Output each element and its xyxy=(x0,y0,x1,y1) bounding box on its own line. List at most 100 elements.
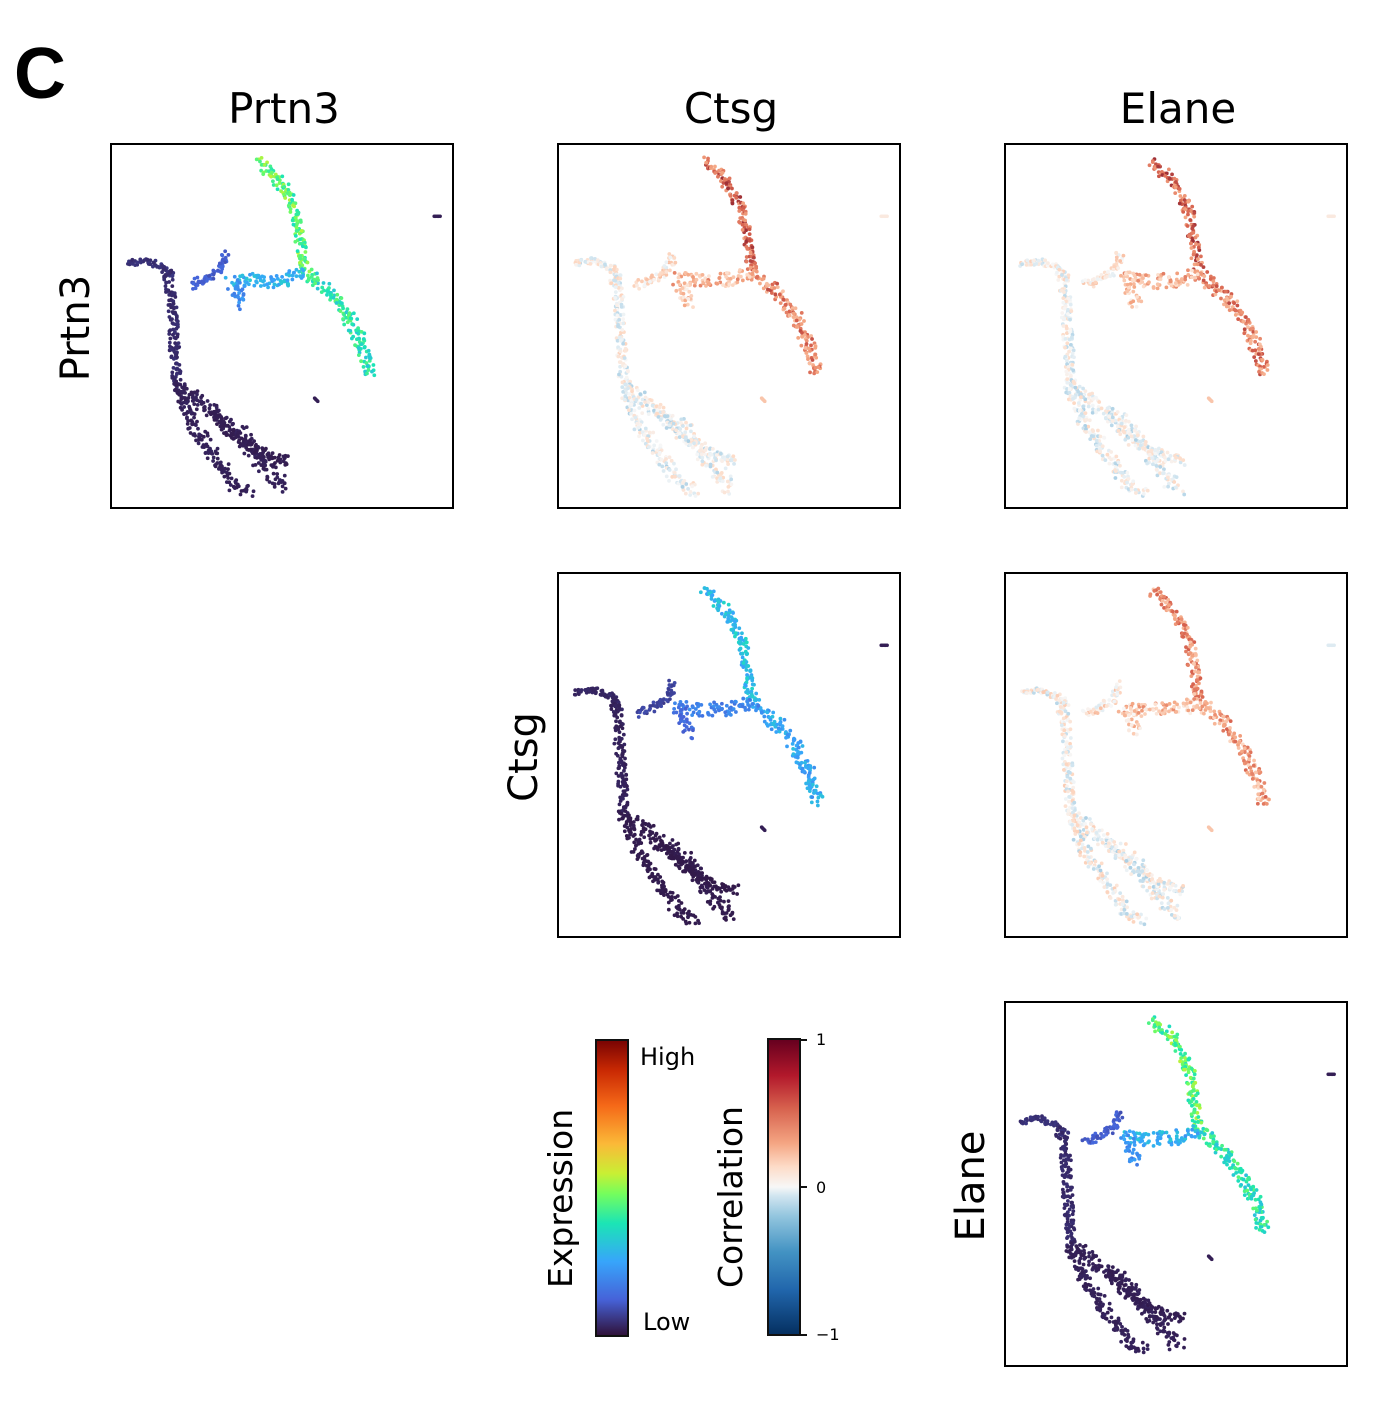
scatter-point xyxy=(1150,456,1154,460)
scatter-point xyxy=(241,443,246,448)
scatter-point xyxy=(684,921,689,926)
scatter-point xyxy=(348,328,353,333)
scatter-point xyxy=(815,803,820,808)
scatter-point xyxy=(622,742,627,747)
scatter-point xyxy=(256,469,261,474)
scatter-point xyxy=(1237,740,1242,745)
scatter-point xyxy=(616,774,621,778)
scatter-point xyxy=(734,191,739,196)
scatter-point xyxy=(277,181,282,186)
scatter-point xyxy=(698,448,703,453)
scatter-point xyxy=(699,866,704,871)
scatter-point xyxy=(1168,453,1173,458)
scatter-point xyxy=(1251,763,1256,768)
scatter-point xyxy=(664,273,669,277)
scatter-point xyxy=(282,184,287,189)
scatter-point xyxy=(1116,266,1121,270)
scatter-point xyxy=(1188,644,1192,649)
scatter-point xyxy=(1103,415,1108,420)
scatter-point xyxy=(689,850,694,855)
scatter-point xyxy=(171,301,176,306)
scatter-point xyxy=(735,892,739,896)
scatter-point xyxy=(665,414,670,419)
scatter-point xyxy=(760,710,764,715)
scatter-point xyxy=(609,703,613,708)
scatter-point xyxy=(1061,700,1066,705)
scatter-point xyxy=(1070,335,1074,340)
scatter-point xyxy=(646,445,651,450)
scatter-point xyxy=(302,240,307,245)
scatter-point xyxy=(210,451,215,456)
scatter-point xyxy=(170,284,175,288)
scatter-point xyxy=(717,705,721,709)
scatter-point xyxy=(269,275,273,279)
scatter-point xyxy=(616,354,621,359)
scatter-point xyxy=(630,417,634,422)
scatter-point xyxy=(1122,430,1127,435)
scatter-point xyxy=(1218,712,1223,716)
scatter-point xyxy=(648,279,652,284)
scatter-point xyxy=(1147,280,1151,285)
scatter-point xyxy=(1086,424,1091,429)
scatter-point xyxy=(1136,278,1141,283)
scatter-point xyxy=(1206,706,1211,711)
scatter-point xyxy=(243,488,248,493)
scatter-point xyxy=(1130,304,1134,309)
scatter-point xyxy=(275,187,280,192)
scatter-point xyxy=(1192,697,1197,701)
scatter-point xyxy=(674,288,679,293)
scatter-point xyxy=(1114,454,1119,459)
scatter-point xyxy=(246,453,251,458)
scatter-point xyxy=(740,278,745,283)
scatter-point xyxy=(747,704,752,709)
scatter-point xyxy=(1094,705,1099,710)
scatter-point xyxy=(1125,710,1129,715)
scatter-point xyxy=(1096,842,1100,847)
scatter-point xyxy=(696,491,701,496)
scatter-point xyxy=(1143,442,1148,447)
scatter-point xyxy=(1020,262,1024,267)
scatter-point xyxy=(671,282,675,287)
scatter-point xyxy=(1063,354,1068,359)
scatter-point xyxy=(1173,281,1178,285)
scatter-point xyxy=(744,259,749,264)
scatter-point xyxy=(809,334,814,338)
scatter-point xyxy=(1242,331,1247,336)
scatter-point xyxy=(677,866,682,871)
scatter-point xyxy=(1080,708,1085,713)
scatter-point xyxy=(1068,346,1073,351)
scatter-point xyxy=(1095,277,1100,282)
scatter-point xyxy=(1065,779,1069,784)
scatter-point xyxy=(216,269,221,273)
scatter-point xyxy=(666,907,671,912)
scatter-point xyxy=(1236,746,1241,750)
scatter-point xyxy=(630,389,634,394)
scatter-point xyxy=(1202,274,1207,279)
scatter-point xyxy=(613,290,618,294)
scatter-point xyxy=(1186,663,1190,668)
scatter-point xyxy=(1151,708,1156,713)
scatter-point xyxy=(1063,709,1068,714)
scatter-point xyxy=(335,292,340,297)
scatter-point xyxy=(1183,215,1188,220)
scatter-point xyxy=(181,400,186,405)
scatter-point xyxy=(1194,253,1199,258)
scatter-point xyxy=(189,418,194,423)
scatter-point xyxy=(615,303,619,308)
scatter-canvas xyxy=(1018,157,1336,498)
scatter-point xyxy=(167,272,172,276)
scatter-point xyxy=(355,317,360,322)
scatter-point xyxy=(1188,700,1193,705)
scatter-point xyxy=(1126,285,1131,290)
scatter-point xyxy=(1189,674,1194,679)
scatter-point xyxy=(661,833,666,838)
scatter-point xyxy=(747,695,752,699)
scatter-point xyxy=(1083,411,1088,416)
scatter-point xyxy=(1244,315,1248,319)
scatter-point xyxy=(718,905,723,910)
scatter-point xyxy=(802,769,806,774)
scatter-point xyxy=(1191,252,1196,257)
scatter-point xyxy=(271,179,275,184)
scatter-point xyxy=(1197,248,1202,252)
scatter-point xyxy=(719,451,723,456)
